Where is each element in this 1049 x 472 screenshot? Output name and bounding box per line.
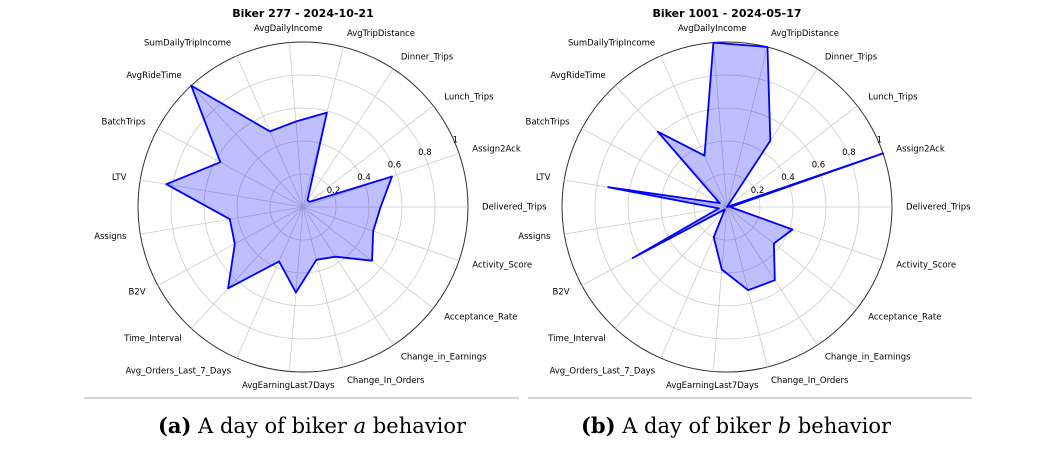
r-tick-label: 0.8 xyxy=(842,148,856,158)
category-label: Assign2Ack xyxy=(896,144,945,154)
spoke xyxy=(564,206,728,235)
caption-text: A day of biker xyxy=(197,414,348,438)
r-tick-label: 0.8 xyxy=(418,148,432,158)
caption-text: behavior xyxy=(798,414,892,438)
category-label: Activity_Score xyxy=(896,261,956,271)
category-label: Change_In_Orders xyxy=(347,376,425,386)
category-label: Avg_Orders_Last_7_Days xyxy=(125,366,231,376)
category-label: AvgRideTime xyxy=(550,71,605,81)
spoke xyxy=(712,42,728,208)
category-label: Lunch_Trips xyxy=(444,93,494,103)
caption-var: a xyxy=(354,414,367,438)
category-label: AvgEarningLast7Days xyxy=(666,381,759,391)
r-tick-label: 0.2 xyxy=(327,186,341,196)
category-label: Change_In_Orders xyxy=(771,376,849,386)
category-label: Time_Interval xyxy=(123,334,182,344)
spoke xyxy=(712,206,728,372)
category-label: Change_in_Earnings xyxy=(825,352,911,362)
category-label: B2V xyxy=(129,288,146,298)
r-tick-label: 0.2 xyxy=(751,186,765,196)
spoke xyxy=(302,206,394,346)
r-tick-label: 0.4 xyxy=(781,173,795,183)
category-label: Assigns xyxy=(94,232,127,242)
category-label: AvgDailyIncome xyxy=(254,24,323,34)
category-label: AvgTripDistance xyxy=(771,29,839,39)
r-tick-label: 0.6 xyxy=(812,161,826,171)
r-tick-label: 0.6 xyxy=(388,161,402,171)
category-label: AvgRideTime xyxy=(126,71,181,81)
chart-title: Biker 1001 - 2024-05-17 xyxy=(652,7,801,20)
radar-area xyxy=(607,41,884,292)
caption-var: b xyxy=(778,414,791,438)
caption: (a) A day of biker a behavior xyxy=(158,413,467,438)
spoke xyxy=(726,206,818,346)
category-label: AvgTripDistance xyxy=(347,29,415,39)
spoke xyxy=(302,206,344,368)
spoke xyxy=(190,85,304,208)
spoke xyxy=(614,206,728,329)
caption-text: A day of biker xyxy=(621,414,772,438)
category-label: AvgDailyIncome xyxy=(678,24,747,34)
r-tick-label: 1 xyxy=(877,135,882,145)
spoke xyxy=(288,42,304,208)
category-label: Lunch_Trips xyxy=(868,93,918,103)
category-label: Assigns xyxy=(518,232,551,242)
category-label: Activity_Score xyxy=(472,261,532,271)
category-label: AvgEarningLast7Days xyxy=(242,381,335,391)
category-label: Time_Interval xyxy=(547,334,606,344)
category-label: Change_in_Earnings xyxy=(401,352,487,362)
spoke xyxy=(302,68,394,208)
spoke xyxy=(236,206,304,359)
category-label: SumDailyTripIncome xyxy=(568,39,655,49)
category-label: LTV xyxy=(112,173,127,183)
category-label: SumDailyTripIncome xyxy=(144,39,231,49)
r-tick-label: 0.4 xyxy=(357,173,371,183)
spoke xyxy=(302,206,434,309)
chart-title: Biker 277 - 2024-10-21 xyxy=(232,7,373,20)
category-label: B2V xyxy=(553,288,570,298)
spoke xyxy=(302,105,434,208)
r-tick-label: 1 xyxy=(453,135,458,145)
spoke xyxy=(660,55,728,208)
category-label: LTV xyxy=(536,173,551,183)
spoke xyxy=(581,128,728,208)
spoke xyxy=(726,105,858,208)
spoke xyxy=(288,206,304,372)
category-label: BatchTrips xyxy=(102,117,147,127)
spoke xyxy=(190,206,304,329)
category-label: Assign2Ack xyxy=(472,144,521,154)
category-label: Acceptance_Rate xyxy=(444,312,517,322)
category-label: Delivered_Trips xyxy=(906,203,971,213)
category-label: Dinner_Trips xyxy=(401,53,454,63)
spoke xyxy=(140,206,304,235)
category-label: Delivered_Trips xyxy=(482,203,547,213)
spoke xyxy=(157,206,304,286)
spoke xyxy=(157,128,304,208)
radar-area xyxy=(165,84,393,294)
spoke xyxy=(726,206,768,368)
spoke xyxy=(726,46,768,208)
category-label: BatchTrips xyxy=(526,117,571,127)
category-label: Avg_Orders_Last_7_Days xyxy=(549,366,655,376)
caption-label: (a) xyxy=(158,413,191,438)
category-label: Dinner_Trips xyxy=(825,53,878,63)
caption-text: behavior xyxy=(373,414,467,438)
spoke xyxy=(726,206,858,309)
spoke xyxy=(302,206,460,261)
caption-label: (b) xyxy=(581,413,616,438)
caption: (b) A day of biker b behavior xyxy=(581,413,892,438)
category-label: Acceptance_Rate xyxy=(868,312,941,322)
